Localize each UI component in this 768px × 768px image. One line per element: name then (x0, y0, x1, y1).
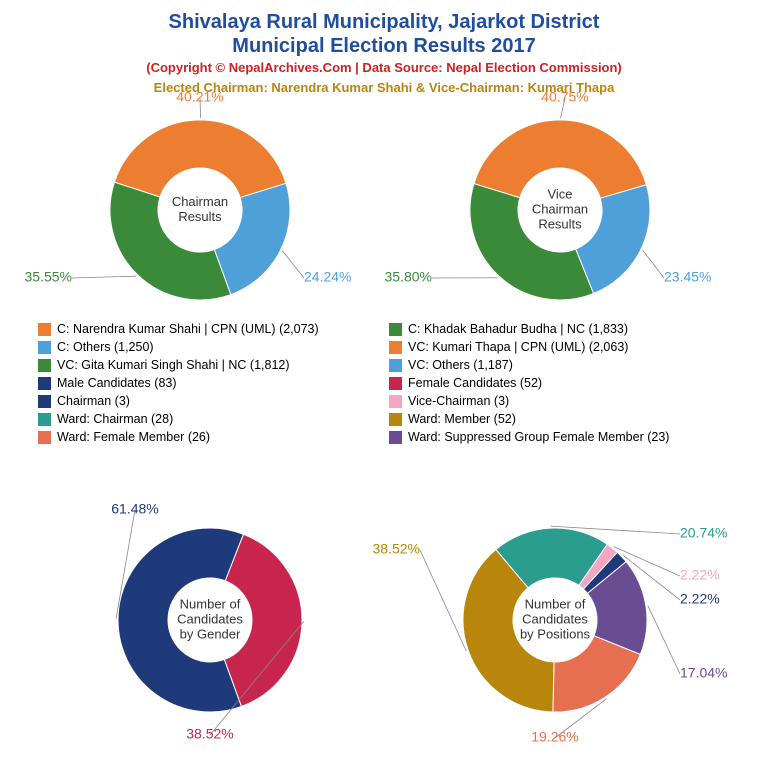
legend-text: Male Candidates (83) (57, 376, 177, 390)
leader-line (72, 276, 136, 278)
leader-line (643, 250, 664, 278)
legend-swatch (389, 341, 402, 354)
legend-item: Vice-Chairman (3) (389, 394, 730, 408)
donut-center-label: Candidates (522, 611, 588, 626)
legend-swatch (389, 377, 402, 390)
legend-swatch (38, 359, 51, 372)
legend-text: VC: Kumari Thapa | CPN (UML) (2,063) (408, 340, 628, 354)
legend-text: Female Candidates (52) (408, 376, 542, 390)
legend-item: C: Narendra Kumar Shahi | CPN (UML) (2,0… (38, 322, 379, 336)
leader-line (648, 606, 680, 674)
legend-text: Ward: Suppressed Group Female Member (23… (408, 430, 669, 444)
donut-slice (114, 120, 286, 198)
legend-swatch (38, 323, 51, 336)
legend-swatch (389, 323, 402, 336)
legend-swatch (389, 431, 402, 444)
leader-line (420, 550, 466, 651)
legend-text: Chairman (3) (57, 394, 130, 408)
legend: C: Narendra Kumar Shahi | CPN (UML) (2,0… (38, 322, 730, 444)
legend-swatch (38, 377, 51, 390)
legend-item: C: Khadak Bahadur Budha | NC (1,833) (389, 322, 730, 336)
slice-pct-label: 19.26% (531, 729, 578, 745)
slice-pct-label: 20.74% (680, 525, 727, 541)
legend-item: Ward: Suppressed Group Female Member (23… (389, 430, 730, 444)
legend-item: VC: Gita Kumari Singh Shahi | NC (1,812) (38, 358, 379, 372)
slice-pct-label: 40.75% (541, 89, 588, 105)
legend-text: C: Khadak Bahadur Budha | NC (1,833) (408, 322, 628, 336)
slice-pct-label: 2.22% (680, 591, 720, 607)
slice-pct-label: 38.52% (373, 541, 420, 557)
donut-center-label: Vice (547, 186, 572, 201)
legend-swatch (389, 395, 402, 408)
legend-item: Ward: Chairman (28) (38, 412, 379, 426)
donut-center-label: by Positions (520, 626, 591, 641)
legend-item: Ward: Female Member (26) (38, 430, 379, 444)
slice-pct-label: 2.22% (680, 567, 720, 583)
donut-center-label: Candidates (177, 611, 243, 626)
legend-item: Ward: Member (52) (389, 412, 730, 426)
legend-text: C: Narendra Kumar Shahi | CPN (UML) (2,0… (57, 322, 319, 336)
slice-pct-label: 38.52% (186, 726, 233, 742)
donut-center-label: Chairman (172, 194, 228, 209)
legend-text: Vice-Chairman (3) (408, 394, 509, 408)
donut-center-label: Chairman (532, 201, 588, 216)
legend-text: Ward: Female Member (26) (57, 430, 210, 444)
legend-swatch (389, 413, 402, 426)
legend-swatch (38, 431, 51, 444)
legend-item: Male Candidates (83) (38, 376, 379, 390)
slice-pct-label: 23.45% (664, 269, 711, 285)
legend-text: C: Others (1,250) (57, 340, 154, 354)
legend-item: VC: Others (1,187) (389, 358, 730, 372)
slice-pct-label: 61.48% (111, 501, 158, 517)
leader-line (282, 251, 304, 278)
legend-item: Female Candidates (52) (389, 376, 730, 390)
legend-text: Ward: Member (52) (408, 412, 516, 426)
legend-text: VC: Others (1,187) (408, 358, 513, 372)
legend-text: VC: Gita Kumari Singh Shahi | NC (1,812) (57, 358, 290, 372)
slice-pct-label: 24.24% (304, 269, 351, 285)
legend-swatch (38, 341, 51, 354)
legend-item: C: Others (1,250) (38, 340, 379, 354)
legend-swatch (389, 359, 402, 372)
donut-center-label: by Gender (180, 626, 241, 641)
slice-pct-label: 17.04% (680, 665, 727, 681)
slice-pct-label: 35.80% (385, 269, 432, 285)
legend-item: Chairman (3) (38, 394, 379, 408)
donut-center-label: Results (538, 216, 582, 231)
donut-center-label: Number of (525, 596, 586, 611)
slice-pct-label: 35.55% (25, 269, 72, 285)
legend-item: VC: Kumari Thapa | CPN (UML) (2,063) (389, 340, 730, 354)
slice-pct-label: 40.21% (176, 89, 223, 105)
legend-text: Ward: Chairman (28) (57, 412, 173, 426)
legend-swatch (38, 413, 51, 426)
donut-center-label: Results (178, 209, 222, 224)
donut-center-label: Number of (180, 596, 241, 611)
legend-swatch (38, 395, 51, 408)
